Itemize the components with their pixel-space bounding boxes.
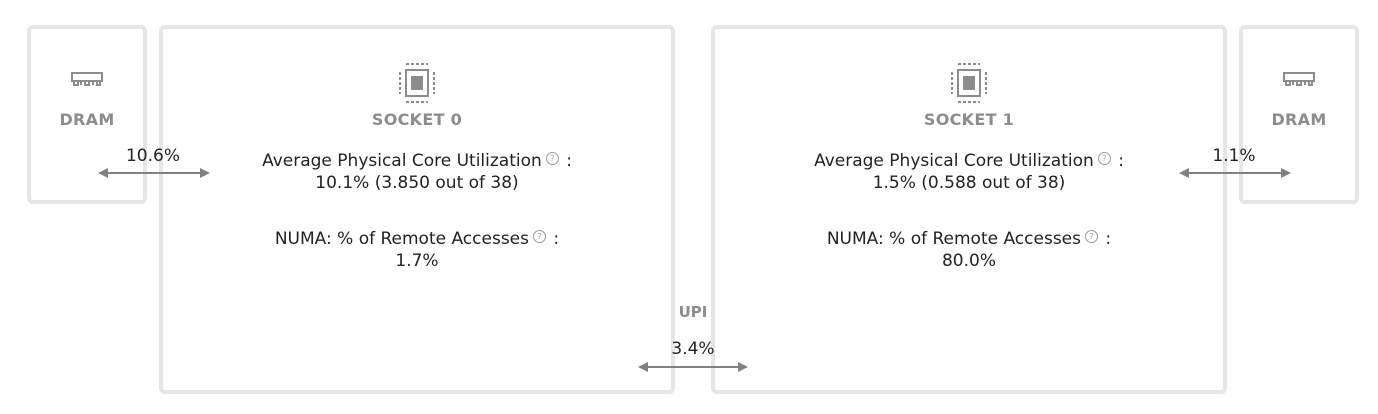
socket-0-core-utilization: Average Physical Core Utilization? : 10.…: [163, 150, 671, 194]
socket-1-core-utilization: Average Physical Core Utilization? : 1.5…: [715, 150, 1223, 194]
colon: :: [1118, 151, 1124, 171]
numa-label: NUMA: % of Remote Accesses: [274, 229, 529, 249]
upi-bandwidth-label: 3.4%: [671, 339, 715, 359]
dram-left-label: DRAM: [59, 110, 115, 129]
colon: :: [566, 151, 572, 171]
help-icon[interactable]: ?: [1097, 152, 1111, 165]
dram-right-box: DRAM: [1239, 25, 1359, 204]
socket-1-label: SOCKET 1: [923, 110, 1015, 129]
socket-0-label: SOCKET 0: [371, 110, 463, 129]
numa-label: NUMA: % of Remote Accesses: [826, 229, 1081, 249]
cpu-chip-icon: [399, 63, 435, 103]
socket-1-box: SOCKET 1 Average Physical Core Utilizati…: [711, 25, 1227, 394]
core-utilization-value: 10.1% (3.850 out of 38): [315, 173, 519, 193]
dram-right-bandwidth-label: 1.1%: [1212, 146, 1256, 166]
dram-left-bandwidth-label: 10.6%: [125, 146, 180, 166]
double-arrow-icon: [98, 168, 210, 178]
numa-value: 80.0%: [941, 251, 996, 271]
upi-label: UPI: [678, 303, 708, 321]
dram-right-label: DRAM: [1271, 110, 1327, 129]
memory-module-icon: [1283, 72, 1315, 86]
dram-left-box: DRAM: [27, 25, 147, 204]
numa-value: 1.7%: [395, 251, 439, 271]
core-utilization-value: 1.5% (0.588 out of 38): [872, 173, 1066, 193]
colon: :: [553, 229, 560, 249]
memory-module-icon: [71, 72, 103, 86]
cpu-chip-icon: [951, 63, 987, 103]
core-utilization-label: Average Physical Core Utilization: [262, 151, 542, 171]
core-utilization-label: Average Physical Core Utilization: [814, 151, 1094, 171]
double-arrow-icon: [1179, 168, 1291, 178]
socket-0-box: SOCKET 0 Average Physical Core Utilizati…: [159, 25, 675, 394]
help-icon[interactable]: ?: [533, 230, 546, 243]
socket-1-numa: NUMA: % of Remote Accesses? : 80.0%: [715, 228, 1223, 272]
help-icon[interactable]: ?: [545, 152, 559, 165]
help-icon[interactable]: ?: [1085, 230, 1098, 243]
colon: :: [1105, 229, 1112, 249]
socket-0-numa: NUMA: % of Remote Accesses? : 1.7%: [163, 228, 671, 272]
double-arrow-icon: [638, 362, 748, 372]
